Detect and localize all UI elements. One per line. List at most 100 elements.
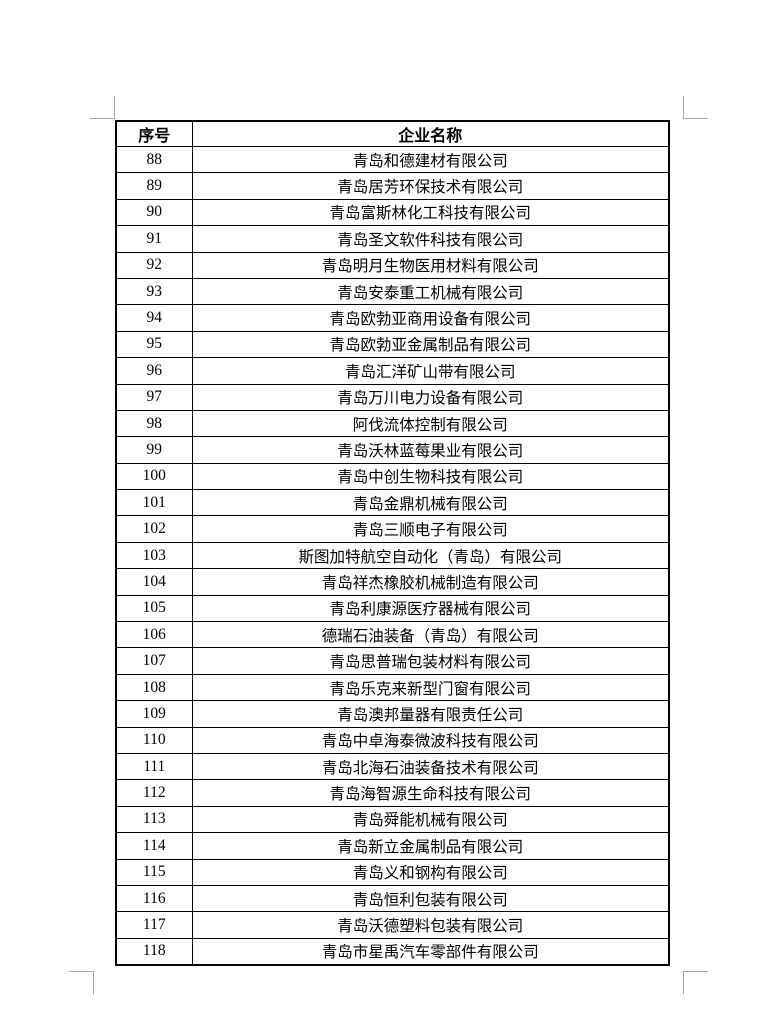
crop-mark-top-right-icon: [683, 96, 708, 119]
table-row: 101 青岛金鼎机械有限公司: [115, 489, 670, 517]
company-name-cell: 青岛沃德塑料包装有限公司: [191, 911, 670, 939]
serial-number-cell: 112: [115, 779, 193, 807]
company-name-cell: 青岛和德建材有限公司: [191, 145, 670, 174]
serial-number-cell: 116: [115, 884, 193, 913]
serial-number-cell: 118: [115, 937, 193, 966]
column-header-company-name: 企业名称: [191, 120, 670, 147]
table-row: 116 青岛恒利包装有限公司: [115, 884, 670, 913]
table-row: 103 斯图加特航空自动化（青岛）有限公司: [115, 541, 670, 570]
company-name-cell: 青岛中创生物科技有限公司: [191, 462, 670, 491]
table-row: 98 阿伐流体控制有限公司: [115, 409, 670, 438]
table-row: 115 青岛义和钢构有限公司: [115, 858, 670, 886]
table-row: 118 青岛市星禹汽车零部件有限公司: [115, 937, 670, 966]
crop-mark-bottom-left-icon: [69, 971, 94, 994]
table-row: 102 青岛三顺电子有限公司: [115, 515, 670, 543]
serial-number-cell: 100: [115, 462, 193, 491]
company-name-cell: 青岛北海石油装备技术有限公司: [191, 752, 670, 781]
serial-number-cell: 97: [115, 383, 193, 411]
company-name-cell: 斯图加特航空自动化（青岛）有限公司: [191, 541, 670, 570]
company-name-cell: 青岛居芳环保技术有限公司: [191, 172, 670, 200]
table-row: 112 青岛海智源生命科技有限公司: [115, 779, 670, 807]
serial-number-cell: 106: [115, 621, 193, 649]
company-name-cell: 青岛义和钢构有限公司: [191, 858, 670, 886]
company-name-cell: 青岛富斯林化工科技有限公司: [191, 198, 670, 227]
company-name-cell: 青岛祥杰橡胶机械制造有限公司: [191, 568, 670, 596]
table-row: 93 青岛安泰重工机械有限公司: [115, 277, 670, 306]
table-row: 114 青岛新立金属制品有限公司: [115, 832, 670, 860]
serial-number-cell: 99: [115, 436, 193, 464]
table-row: 113 青岛舜能机械有限公司: [115, 805, 670, 834]
company-name-cell: 青岛圣文软件科技有限公司: [191, 225, 670, 253]
table-row: 107 青岛思普瑞包装材料有限公司: [115, 647, 670, 675]
company-name-cell: 青岛中卓海泰微波科技有限公司: [191, 726, 670, 754]
serial-number-cell: 101: [115, 489, 193, 517]
table-row: 117 青岛沃德塑料包装有限公司: [115, 911, 670, 939]
serial-number-cell: 103: [115, 541, 193, 570]
table-row: 91 青岛圣文软件科技有限公司: [115, 225, 670, 253]
serial-number-cell: 98: [115, 409, 193, 438]
column-header-serial-number: 序号: [115, 120, 193, 147]
table-row: 88 青岛和德建材有限公司: [115, 145, 670, 174]
crop-mark-bottom-right-icon: [683, 971, 708, 994]
table-row: 92 青岛明月生物医用材料有限公司: [115, 251, 670, 279]
company-name-cell: 青岛舜能机械有限公司: [191, 805, 670, 834]
table-row: 106 德瑞石油装备（青岛）有限公司: [115, 621, 670, 649]
company-name-cell: 青岛万川电力设备有限公司: [191, 383, 670, 411]
table-row: 94 青岛欧勃亚商用设备有限公司: [115, 304, 670, 332]
serial-number-cell: 113: [115, 805, 193, 834]
serial-number-cell: 89: [115, 172, 193, 200]
serial-number-cell: 96: [115, 357, 193, 385]
company-name-cell: 青岛明月生物医用材料有限公司: [191, 251, 670, 279]
table-row: 90 青岛富斯林化工科技有限公司: [115, 198, 670, 227]
company-name-cell: 青岛三顺电子有限公司: [191, 515, 670, 543]
serial-number-cell: 91: [115, 225, 193, 253]
serial-number-cell: 104: [115, 568, 193, 596]
company-name-cell: 阿伐流体控制有限公司: [191, 409, 670, 438]
company-name-cell: 青岛澳邦量器有限责任公司: [191, 700, 670, 728]
table-row: 108 青岛乐克来新型门窗有限公司: [115, 673, 670, 702]
company-name-cell: 青岛沃林蓝莓果业有限公司: [191, 436, 670, 464]
company-name-cell: 德瑞石油装备（青岛）有限公司: [191, 621, 670, 649]
serial-number-cell: 117: [115, 911, 193, 939]
table-row: 99 青岛沃林蓝莓果业有限公司: [115, 436, 670, 464]
serial-number-cell: 114: [115, 832, 193, 860]
company-name-cell: 青岛思普瑞包装材料有限公司: [191, 647, 670, 675]
crop-mark-top-left-icon: [90, 96, 115, 119]
serial-number-cell: 94: [115, 304, 193, 332]
serial-number-cell: 88: [115, 145, 193, 174]
serial-number-cell: 102: [115, 515, 193, 543]
company-name-cell: 青岛乐克来新型门窗有限公司: [191, 673, 670, 702]
table-row: 109 青岛澳邦量器有限责任公司: [115, 700, 670, 728]
serial-number-cell: 115: [115, 858, 193, 886]
company-name-cell: 青岛欧勃亚商用设备有限公司: [191, 304, 670, 332]
table-header-row: 序号 企业名称: [115, 120, 670, 147]
table-row: 111 青岛北海石油装备技术有限公司: [115, 752, 670, 781]
serial-number-cell: 95: [115, 330, 193, 359]
table-row: 110 青岛中卓海泰微波科技有限公司: [115, 726, 670, 754]
table-row: 97 青岛万川电力设备有限公司: [115, 383, 670, 411]
serial-number-cell: 107: [115, 647, 193, 675]
company-name-cell: 青岛金鼎机械有限公司: [191, 489, 670, 517]
table-row: 95 青岛欧勃亚金属制品有限公司: [115, 330, 670, 359]
table-row: 105 青岛利康源医疗器械有限公司: [115, 594, 670, 623]
serial-number-cell: 105: [115, 594, 193, 623]
table-row: 104 青岛祥杰橡胶机械制造有限公司: [115, 568, 670, 596]
company-name-cell: 青岛市星禹汽车零部件有限公司: [191, 937, 670, 966]
serial-number-cell: 109: [115, 700, 193, 728]
company-name-cell: 青岛恒利包装有限公司: [191, 884, 670, 913]
company-name-cell: 青岛利康源医疗器械有限公司: [191, 594, 670, 623]
serial-number-cell: 110: [115, 726, 193, 754]
table-row: 100 青岛中创生物科技有限公司: [115, 462, 670, 491]
company-list-table: 序号 企业名称 88 青岛和德建材有限公司 89 青岛居芳环保技术有限公司 90 青岛富斯…: [115, 120, 670, 967]
company-name-cell: 青岛海智源生命科技有限公司: [191, 779, 670, 807]
company-name-cell: 青岛新立金属制品有限公司: [191, 832, 670, 860]
company-name-cell: 青岛汇洋矿山带有限公司: [191, 357, 670, 385]
serial-number-cell: 108: [115, 673, 193, 702]
table-row: 89 青岛居芳环保技术有限公司: [115, 172, 670, 200]
serial-number-cell: 93: [115, 277, 193, 306]
serial-number-cell: 92: [115, 251, 193, 279]
company-name-cell: 青岛欧勃亚金属制品有限公司: [191, 330, 670, 359]
serial-number-cell: 111: [115, 752, 193, 781]
table-row: 96 青岛汇洋矿山带有限公司: [115, 357, 670, 385]
